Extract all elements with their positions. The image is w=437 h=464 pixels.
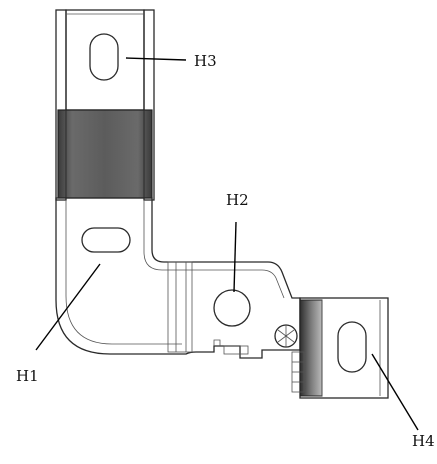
- h4-leader: [371, 353, 419, 431]
- h2-leader: [233, 221, 237, 293]
- h1-label: H1: [16, 367, 39, 385]
- dark-band: [57, 109, 153, 199]
- h3-label: H3: [194, 52, 217, 70]
- h2-hole: [213, 289, 251, 327]
- l-plate: [55, 197, 301, 359]
- h2-label: H2: [226, 191, 249, 209]
- vertical-arm: [55, 9, 155, 201]
- h1-slot: [81, 227, 131, 253]
- h4-label: H4: [412, 432, 435, 450]
- h1-leader: [35, 263, 101, 351]
- h3-slot: [89, 33, 119, 81]
- h4-slot: [337, 321, 367, 373]
- h3-leader: [125, 57, 187, 61]
- right-block: [291, 297, 389, 399]
